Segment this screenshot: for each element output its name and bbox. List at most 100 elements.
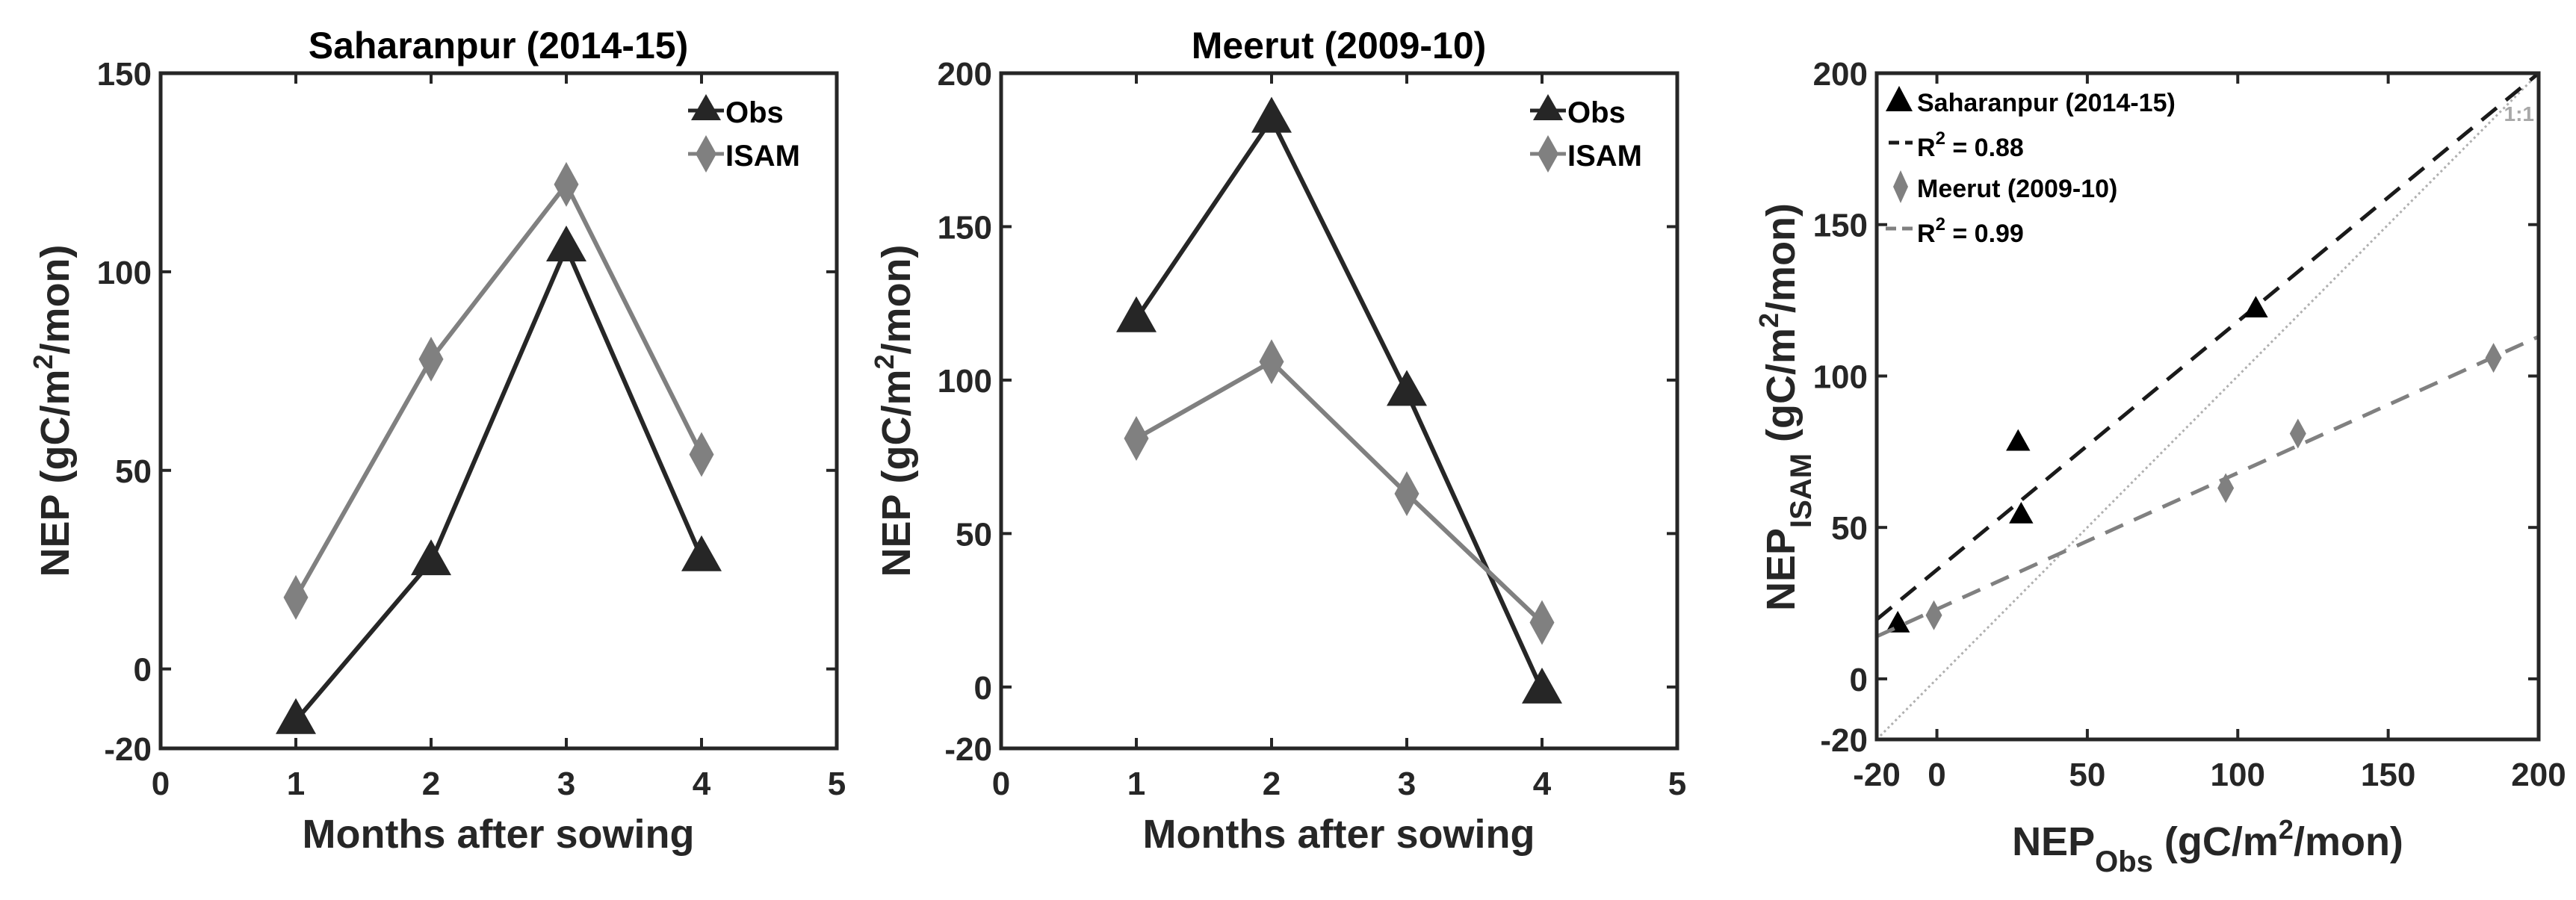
legend-label-obs: Obs bbox=[1567, 96, 1626, 129]
y-tick-label: 50 bbox=[956, 516, 992, 553]
fit-line-meerut bbox=[1875, 335, 2540, 639]
plot-area bbox=[1875, 72, 2540, 741]
x-tick-label: 5 bbox=[1668, 766, 1686, 802]
legend: Obs ISAM bbox=[1530, 94, 1642, 173]
x-axis-label: NEPObs (gC/m2/mon) bbox=[2012, 814, 2403, 878]
y-tick-label: -20 bbox=[1820, 722, 1868, 759]
y-tick-label: -20 bbox=[104, 731, 152, 768]
scatter-point-saharanpur bbox=[2009, 501, 2034, 524]
x-tick-label: 2 bbox=[1263, 766, 1281, 802]
y-tick-label: 0 bbox=[974, 670, 992, 707]
data-point-isam bbox=[1394, 471, 1419, 516]
legend-triangle-icon bbox=[691, 94, 721, 120]
chart-title: Meerut (2009-10) bbox=[1192, 25, 1487, 66]
panel-scatter: -20 0 50 100 150 200 -20 0 50 100 150 200 1:1 NEPOb… bbox=[1753, 56, 2566, 878]
reference-line-1to1 bbox=[1875, 72, 2540, 741]
legend-item-saharanpur: Saharanpur (2014-15) bbox=[1886, 86, 2176, 117]
data-point-obs bbox=[1522, 667, 1562, 704]
y-axis-label: NEP (gC/m2/mon) bbox=[28, 244, 78, 577]
legend: Obs ISAM bbox=[688, 94, 800, 173]
y-tick-label: 150 bbox=[1813, 208, 1868, 244]
x-tick-label: 3 bbox=[1398, 766, 1416, 802]
legend-item-meerut: Meerut (2009-10) bbox=[1893, 170, 2117, 203]
series-line-isam bbox=[1135, 359, 1544, 624]
legend-label-saharanpur: Saharanpur (2014-15) bbox=[1917, 89, 2176, 117]
x-axis-label: Months after sowing bbox=[1143, 812, 1535, 857]
legend: Saharanpur (2014-15) R2 = 0.88 Meerut (2… bbox=[1886, 86, 2176, 248]
data-point-isam bbox=[1124, 415, 1149, 461]
data-point-obs bbox=[276, 698, 316, 734]
data-point-isam bbox=[554, 161, 579, 207]
axes-box bbox=[158, 71, 839, 751]
x-tick-label: 4 bbox=[693, 766, 711, 802]
y-axis-label: NEPISAM (gC/m2/mon) bbox=[1753, 203, 1818, 611]
axes-box bbox=[1874, 71, 2541, 742]
x-tick-label: 5 bbox=[828, 766, 846, 802]
x-tick-label: 150 bbox=[2361, 757, 2415, 793]
legend-triangle-icon bbox=[1886, 86, 1913, 111]
x-tick-label: 100 bbox=[2211, 757, 2265, 793]
chart-title: Saharanpur (2014-15) bbox=[309, 25, 689, 66]
data-point-obs bbox=[1387, 370, 1427, 406]
scatter-point-saharanpur bbox=[2006, 429, 2031, 451]
x-tick-label: 1 bbox=[287, 766, 305, 802]
legend-label-r2-meerut: R2 = 0.99 bbox=[1917, 214, 2024, 248]
y-tick-label: 200 bbox=[938, 56, 992, 93]
legend-label-isam: ISAM bbox=[1567, 140, 1642, 173]
x-axis-label: Months after sowing bbox=[303, 812, 695, 857]
y-axis-label: NEP (gC/m2/mon) bbox=[869, 244, 919, 577]
data-point-obs bbox=[1116, 296, 1157, 332]
y-tick-label: 100 bbox=[938, 363, 992, 400]
y-tick-label: 100 bbox=[1813, 359, 1868, 395]
data-point-isam bbox=[689, 432, 714, 477]
data-point-isam bbox=[1529, 600, 1555, 645]
x-tick-label: 2 bbox=[422, 766, 440, 802]
scatter-point-saharanpur bbox=[2244, 296, 2268, 318]
reference-line-label: 1:1 bbox=[2504, 102, 2534, 125]
data-point-isam bbox=[1259, 339, 1284, 385]
legend-item-obs: Obs bbox=[1530, 94, 1626, 129]
scatter-point-meerut bbox=[2485, 343, 2502, 373]
x-tick-label: 0 bbox=[992, 766, 1010, 802]
panel-saharanpur: Saharanpur (2014-15) 0 1 2 3 4 5-20050100150 … bbox=[28, 25, 846, 857]
data-point-obs bbox=[546, 225, 586, 261]
x-tick-label: 1 bbox=[1127, 766, 1145, 802]
series-line-obs bbox=[294, 242, 704, 722]
plot-area bbox=[1116, 96, 1562, 704]
legend-item-isam: ISAM bbox=[1530, 135, 1642, 173]
plot-area bbox=[276, 161, 722, 734]
scatter-point-saharanpur bbox=[1885, 610, 1910, 633]
x-tick-label: 0 bbox=[152, 766, 170, 802]
legend-item-obs: Obs bbox=[688, 94, 784, 129]
y-tick-label: 0 bbox=[134, 652, 152, 689]
legend-item-isam: ISAM bbox=[688, 135, 800, 173]
data-point-isam bbox=[283, 574, 309, 620]
legend-item-fit-meerut: R2 = 0.99 bbox=[1886, 214, 2024, 248]
x-tick-label: 3 bbox=[557, 766, 575, 802]
legend-label-obs: Obs bbox=[725, 96, 784, 129]
legend-label-isam: ISAM bbox=[725, 140, 800, 173]
y-tick-label: 200 bbox=[1813, 56, 1868, 93]
series-line-isam bbox=[294, 180, 704, 599]
series-line-obs bbox=[1134, 114, 1544, 692]
legend-label-meerut: Meerut (2009-10) bbox=[1917, 175, 2117, 203]
y-tick-label: 50 bbox=[1831, 510, 1868, 547]
y-tick-label: 150 bbox=[97, 56, 152, 93]
scatter-point-meerut bbox=[1925, 600, 1942, 630]
x-tick-label: 50 bbox=[2069, 757, 2105, 793]
fit-line-saharanpur bbox=[1875, 72, 2540, 621]
scatter-point-meerut bbox=[2217, 473, 2235, 503]
legend-diamond-icon bbox=[1893, 170, 1908, 203]
data-point-obs bbox=[411, 539, 451, 576]
data-point-isam bbox=[418, 336, 444, 382]
y-tick-label: 0 bbox=[1850, 662, 1868, 698]
legend-label-r2-saharanpur: R2 = 0.88 bbox=[1917, 128, 2024, 162]
tick-labels: -20 0 50 100 150 200 -20 0 50 100 150 200 bbox=[1813, 56, 2566, 793]
axes-box bbox=[999, 71, 1679, 751]
data-point-obs bbox=[1251, 96, 1292, 133]
y-tick-label: 50 bbox=[115, 453, 152, 490]
x-tick-label: 0 bbox=[1928, 757, 1945, 793]
